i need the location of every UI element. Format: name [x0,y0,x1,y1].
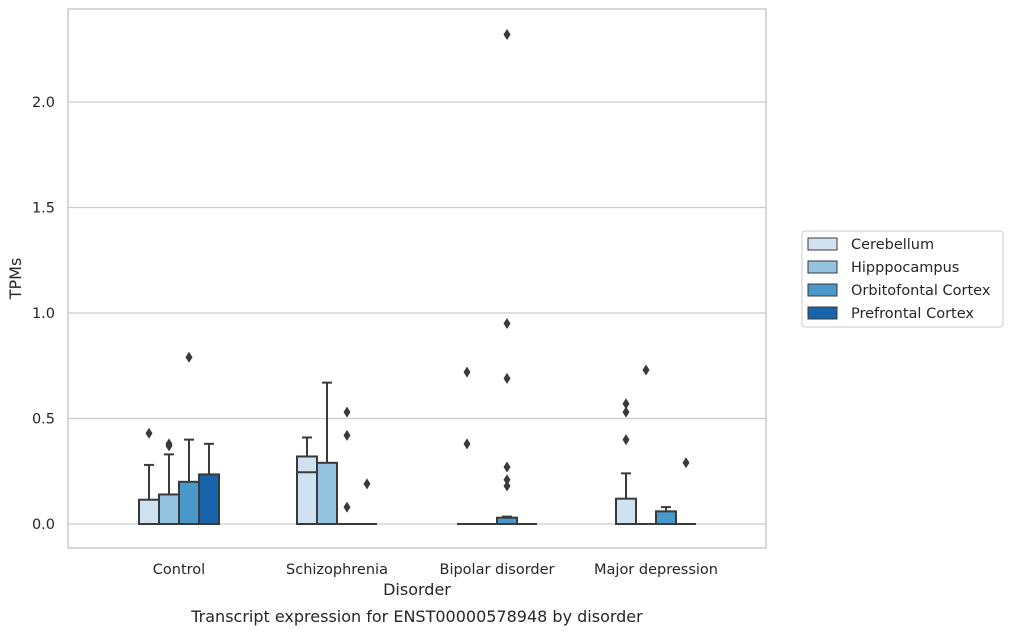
box-body [316,461,338,525]
box-3-0 [198,442,220,526]
x-tick-label: Control [153,562,205,578]
y-tick-label: 1.5 [32,201,55,217]
box-1-3 [636,364,656,525]
x-axis-label: Disorder [383,580,451,599]
outlier-point [682,457,690,469]
outlier-point [363,478,371,490]
legend-label: Cerebellum [851,237,934,253]
legend-label: Prefrontal Cortex [851,306,974,322]
y-axis-label: TPMs [6,258,25,301]
box-3-3 [676,457,696,525]
y-tick-label: 0.5 [32,412,55,428]
outlier-point [463,438,471,450]
outlier-point [622,406,630,418]
box-2-3 [655,506,677,525]
legend-swatch [807,237,838,251]
outlier-point [343,501,351,513]
outlier-point [642,364,650,376]
y-tick-label: 2.0 [32,95,55,111]
outlier-point [503,28,511,40]
box-0-0 [138,427,160,525]
y-axis-ticks: 0.0 0.5 1.0 1.5 2.0 [32,95,55,533]
box-1-0 [158,438,180,525]
box-0-3 [615,398,637,525]
box-0-2 [457,366,477,525]
outlier-point [145,427,153,439]
y-tick-label: 1.0 [32,306,55,322]
legend-label: Orbitofontal Cortex [851,283,991,299]
chart-caption: Transcript expression for ENST0000057894… [190,607,643,626]
outlier-point [503,474,511,486]
y-tick-label: 0.0 [32,517,55,533]
outlier-point [503,480,511,492]
plot-area-frame [67,8,767,549]
x-tick-label: Schizophrenia [286,562,388,578]
x-tick-label: Major depression [594,562,718,578]
box-2-1 [337,406,357,525]
legend-swatch [807,260,838,274]
box-body [138,498,160,525]
box-2-0 [178,351,200,525]
gridlines [68,101,766,525]
outlier-point [185,351,193,363]
box-body [615,497,637,525]
box-body [655,510,677,525]
legend: Cerebellum Hipppocampus Orbitofontal Corte… [801,230,1004,328]
box-1-1 [316,381,338,525]
boxes-layer [138,28,696,526]
legend-swatch [807,306,838,320]
outlier-point [165,438,173,450]
legend-frame [801,230,1004,328]
legend-swatch [807,283,838,297]
box-3-1 [357,478,377,525]
x-axis-ticks: Control Schizophrenia Bipolar disorder Majo… [153,562,718,578]
box-0-1 [296,436,318,526]
outlier-point [463,366,471,378]
outlier-point [343,429,351,441]
outlier-point [503,372,511,384]
box-body [198,473,220,526]
x-tick-label: Bipolar disorder [440,562,555,578]
outlier-point [503,461,511,473]
box-body [296,455,318,526]
outlier-point [503,318,511,330]
outlier-point [622,398,630,410]
legend-label: Hipppocampus [851,260,959,276]
outlier-point [343,406,351,418]
box-body [178,480,200,525]
box-2-2 [496,28,518,525]
outlier-point [622,434,630,446]
box-body [158,493,180,525]
